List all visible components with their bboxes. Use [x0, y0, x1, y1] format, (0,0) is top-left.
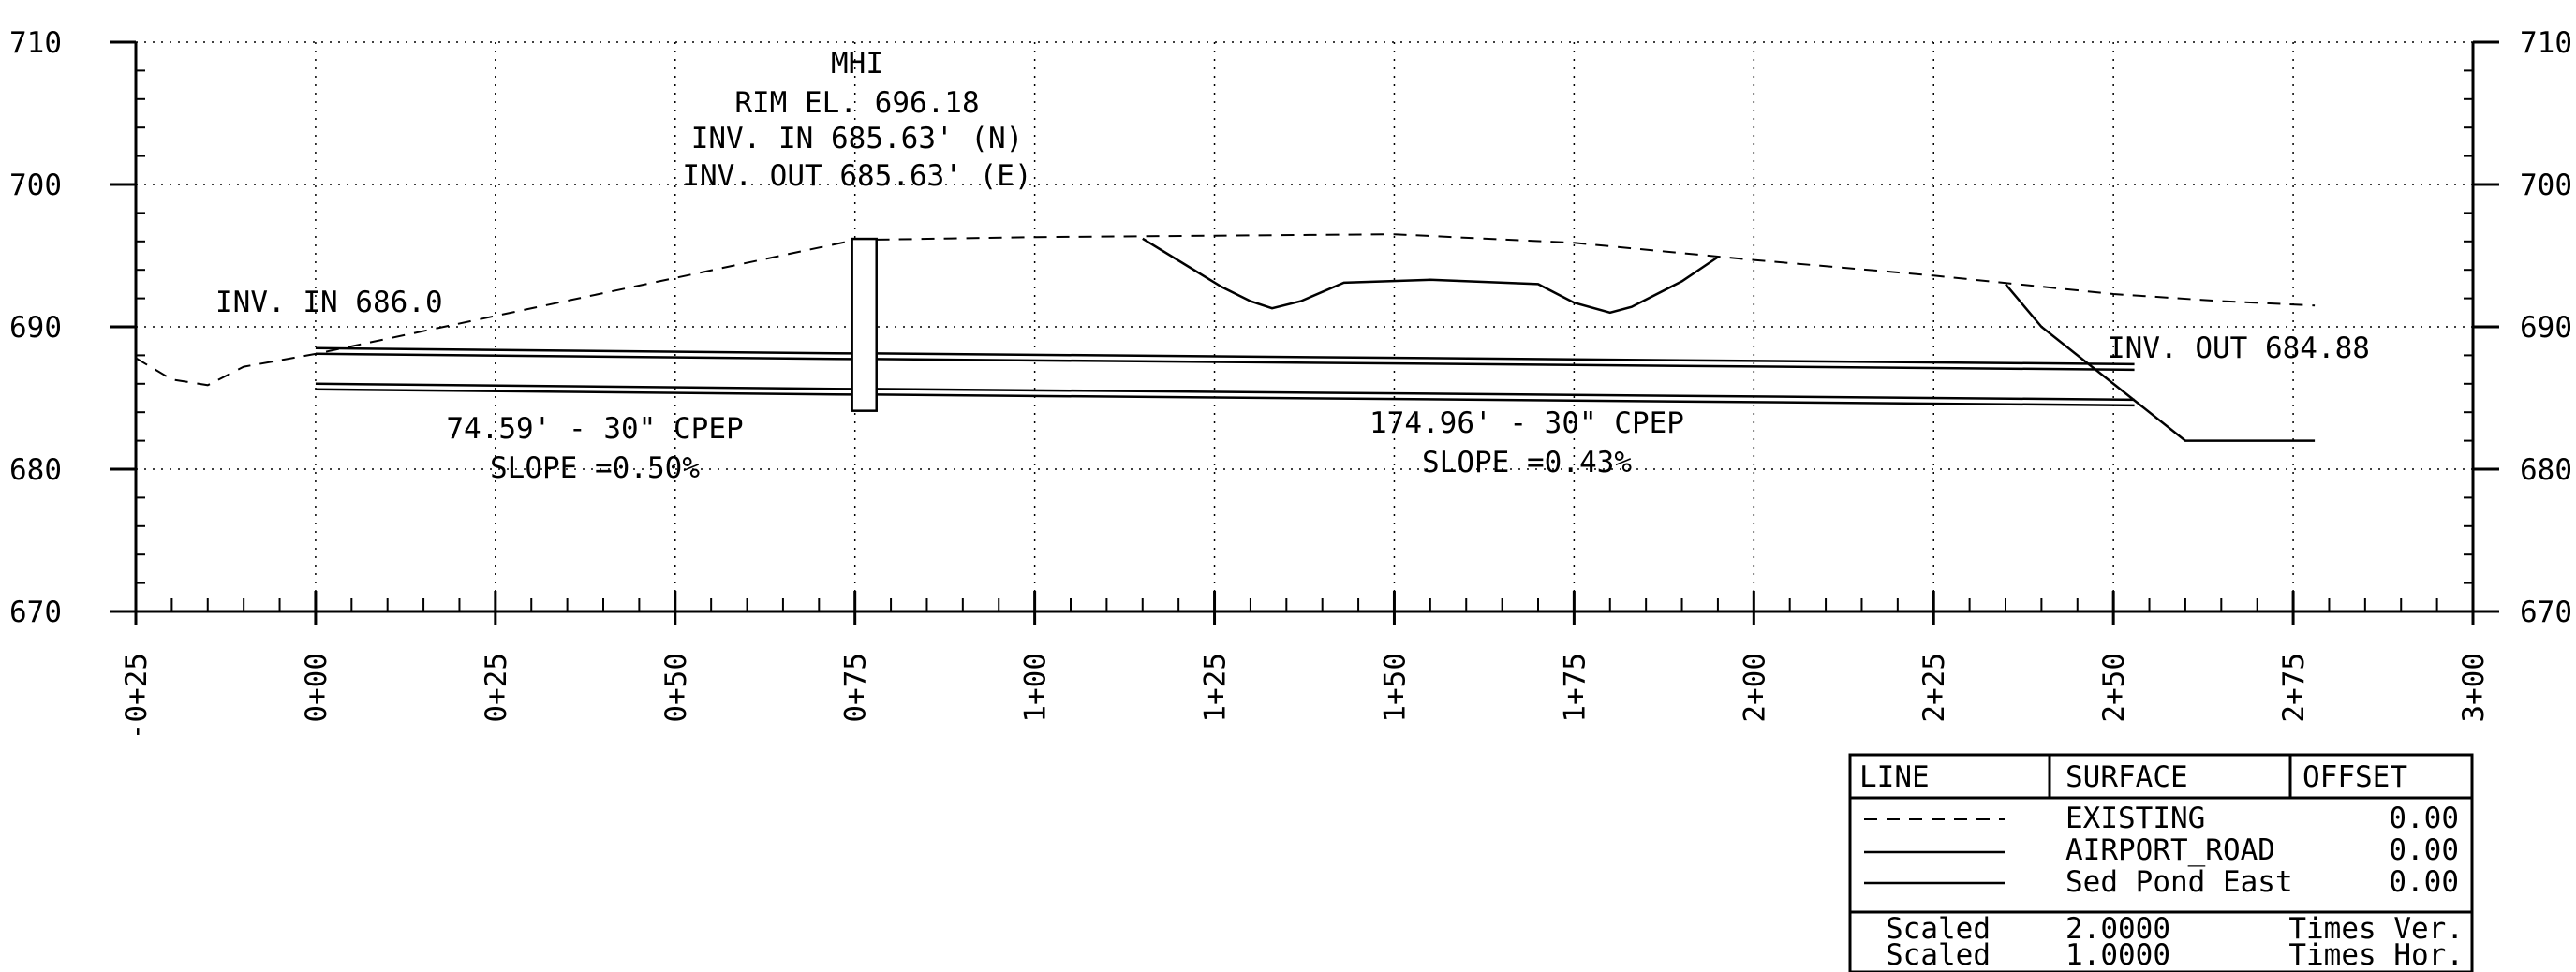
legend-header-offset: OFFSET: [2302, 760, 2407, 794]
y-tick-label-right: 680: [2520, 453, 2572, 487]
legend-surface-airport-road: AIRPORT_ROAD: [2065, 833, 2275, 867]
y-tick-label-left: 700: [9, 169, 62, 202]
legend-scale-unit-vertical: Times Ver.: [2288, 912, 2464, 946]
legend-surface-existing: EXISTING: [2065, 802, 2205, 835]
pipe1-slope-label: SLOPE =0.50%: [490, 451, 700, 485]
x-tick-label: 0+25: [480, 653, 513, 723]
annotations: MHI RIM EL. 696.18 INV. IN 685.63' (N) I…: [215, 47, 2370, 485]
pipe2-invert-line-a: [876, 388, 2135, 402]
y-tick-label-right: 690: [2520, 311, 2572, 345]
pipe2-size-label: 174.96' - 30" CPEP: [1369, 406, 1684, 440]
pipe1-crown-line-b: [315, 352, 852, 361]
pipe2-crown-line-a: [876, 352, 2135, 366]
pipe2-crown-line-b: [876, 358, 2135, 372]
legend-offset-existing: 0.00: [2389, 802, 2459, 835]
x-tick-label: 1+50: [1378, 653, 1412, 723]
x-tick-label: 1+25: [1199, 653, 1233, 723]
x-tick-label: 0+00: [300, 653, 333, 723]
y-tick-label-right: 700: [2520, 169, 2572, 202]
manhole-invert-in: INV. IN 685.63' (N): [691, 122, 1024, 155]
x-tick-label: 0+75: [839, 653, 873, 723]
pipe2-invert-line-b: [876, 393, 2135, 407]
series-line-airport-road: [1142, 237, 1719, 315]
manhole-name: MHI: [831, 47, 883, 81]
end-invert-out-label: INV. OUT 684.88: [2108, 331, 2370, 365]
pipe1-crown-line-a: [315, 346, 852, 355]
legend-offset-airport-road: 0.00: [2389, 833, 2459, 867]
pipe1-invert-line-b: [315, 388, 852, 396]
y-tick-label-right: 670: [2520, 596, 2572, 629]
legend-scale-value-vertical: 2.0000: [2065, 912, 2170, 946]
legend-scale-label-vertical: Scaled: [1886, 912, 1991, 946]
x-tick-label: 2+50: [2097, 653, 2131, 723]
series-line-sed-pond-east: [2005, 283, 2316, 442]
axes: 670 670 680 680 690 690 700 700 710 710 -0+25 0+00 0…: [9, 26, 2572, 740]
x-tick-label: 3+00: [2457, 653, 2491, 723]
y-tick-label-left: 690: [9, 311, 62, 345]
legend-surface-sed-pond-east: Sed Pond East: [2065, 865, 2293, 899]
legend-scale-label-horizontal: Scaled: [1886, 938, 1991, 972]
x-tick-label: 0+50: [659, 653, 693, 723]
x-tick-label: 2+00: [1738, 653, 1771, 723]
x-tick-label: -0+25: [120, 653, 154, 740]
pipe1-size-label: 74.59' - 30" CPEP: [446, 412, 743, 446]
x-tick-label: 1+75: [1558, 653, 1591, 723]
y-tick-label-left: 680: [9, 453, 62, 487]
manhole-invert-out: INV. OUT 685.63' (E): [682, 159, 1031, 193]
legend-offset-sed-pond-east: 0.00: [2389, 865, 2459, 899]
x-tick-label: 2+25: [1917, 653, 1951, 723]
pipe1-invert-line-a: [315, 382, 852, 390]
legend-border: [1848, 753, 2474, 972]
y-tick-label-right: 710: [2520, 26, 2572, 60]
legend-header-line: LINE: [1859, 760, 1930, 794]
x-tick-label: 1+00: [1019, 653, 1053, 723]
legend-header-surface: SURFACE: [2065, 760, 2188, 794]
pipe-runs: [315, 237, 2135, 412]
y-tick-label-left: 670: [9, 596, 62, 629]
legend-scale-value-horizontal: 1.0000: [2065, 938, 2170, 972]
grid-lines: [136, 41, 2473, 612]
manhole-structure: [851, 237, 878, 412]
legend-scale-unit-horizontal: Times Hor.: [2288, 938, 2464, 972]
y-tick-label-left: 710: [9, 26, 62, 60]
legend-table: LINE SURFACE OFFSET EXISTING AIRPORT_ROA…: [1848, 753, 2474, 972]
pipe2-slope-label: SLOPE =0.43%: [1422, 446, 1632, 479]
start-invert-in-label: INV. IN 686.0: [215, 286, 443, 319]
manhole-rim-elevation: RIM EL. 696.18: [734, 86, 979, 120]
series-line-existing: [135, 233, 2316, 387]
profile-series: [135, 233, 2316, 442]
x-tick-label: 2+75: [2277, 653, 2311, 723]
